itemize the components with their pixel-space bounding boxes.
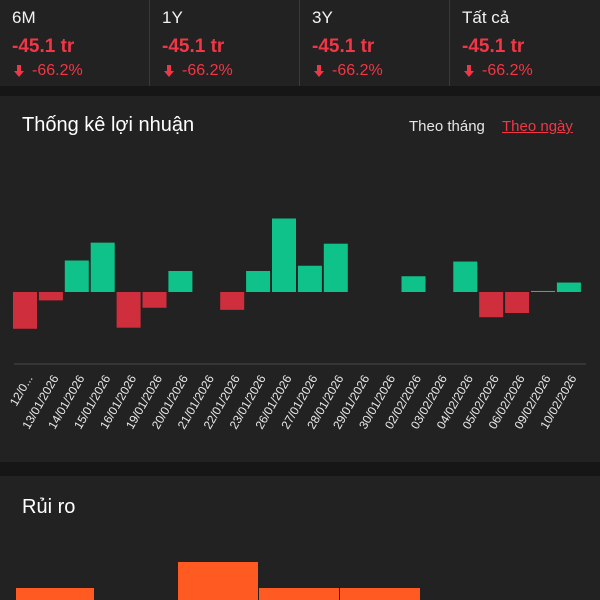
period-profit-percent: -66.2% <box>462 62 600 80</box>
profit-bar[interactable] <box>323 243 348 292</box>
arrow-down-icon <box>14 65 24 77</box>
risk-card: Rủi ro <box>0 476 600 600</box>
profit-bar[interactable] <box>272 218 296 293</box>
period-summary-row: 6M -45.1 tr -66.2% 1Y -45.1 tr -66.2% 3Y… <box>0 0 600 86</box>
period-tab-6m[interactable]: 6M -45.1 tr -66.2% <box>0 0 150 86</box>
profit-bar[interactable] <box>246 271 271 292</box>
arrow-down-icon <box>164 65 174 77</box>
period-percent-text: -66.2% <box>182 62 233 79</box>
risk-bar[interactable] <box>340 588 420 600</box>
period-label: 1Y <box>162 8 183 27</box>
profit-bar[interactable] <box>64 260 89 293</box>
period-profit-percent: -66.2% <box>12 62 149 80</box>
profit-bar-chart: 12/0...13/01/202614/01/202615/01/202616/… <box>7 218 586 432</box>
profit-statistics-card: Thống kê lợi nhuận Theo tháng Theo ngày … <box>0 96 600 462</box>
section-title: Thống kê lợi nhuận <box>22 114 195 136</box>
profit-bar[interactable] <box>479 292 504 318</box>
period-tab-all[interactable]: Tất cả -45.1 tr -66.2% <box>450 0 600 86</box>
profit-bar[interactable] <box>38 292 63 301</box>
period-label: 6M <box>12 8 36 27</box>
toggle-by-day[interactable]: Theo ngày <box>502 118 573 135</box>
period-profit-percent: -66.2% <box>162 62 299 80</box>
profit-bar[interactable] <box>142 292 167 308</box>
period-percent-text: -66.2% <box>332 62 383 79</box>
period-profit-value: -45.1 tr <box>162 36 225 57</box>
profit-bar[interactable] <box>13 292 37 329</box>
period-label: Tất cả <box>462 8 510 27</box>
arrow-down-icon <box>314 65 324 77</box>
period-profit-value: -45.1 tr <box>462 36 525 57</box>
arrow-down-icon <box>464 65 474 77</box>
profit-bar[interactable] <box>531 290 555 292</box>
risk-bar[interactable] <box>178 562 258 600</box>
profit-bar[interactable] <box>116 292 141 328</box>
profit-bar[interactable] <box>168 271 193 292</box>
risk-bar[interactable] <box>16 588 94 600</box>
profit-bar[interactable] <box>90 242 115 292</box>
period-profit-value: -45.1 tr <box>312 36 375 57</box>
section-title: Rủi ro <box>22 496 76 518</box>
profit-bar[interactable] <box>556 282 581 292</box>
period-percent-text: -66.2% <box>482 62 533 79</box>
profit-bar[interactable] <box>505 292 530 313</box>
period-label: 3Y <box>312 8 333 27</box>
profit-bar[interactable] <box>401 276 426 292</box>
period-tab-3y[interactable]: 3Y -45.1 tr -66.2% <box>300 0 450 86</box>
profit-bar[interactable] <box>297 265 322 292</box>
profit-bar[interactable] <box>453 261 478 292</box>
period-tab-1y[interactable]: 1Y -45.1 tr -66.2% <box>150 0 300 86</box>
profit-bar[interactable] <box>220 292 245 310</box>
period-profit-value: -45.1 tr <box>12 36 75 57</box>
period-percent-text: -66.2% <box>32 62 83 79</box>
period-profit-percent: -66.2% <box>312 62 449 80</box>
toggle-by-month[interactable]: Theo tháng <box>409 118 485 135</box>
risk-bar[interactable] <box>259 588 339 600</box>
